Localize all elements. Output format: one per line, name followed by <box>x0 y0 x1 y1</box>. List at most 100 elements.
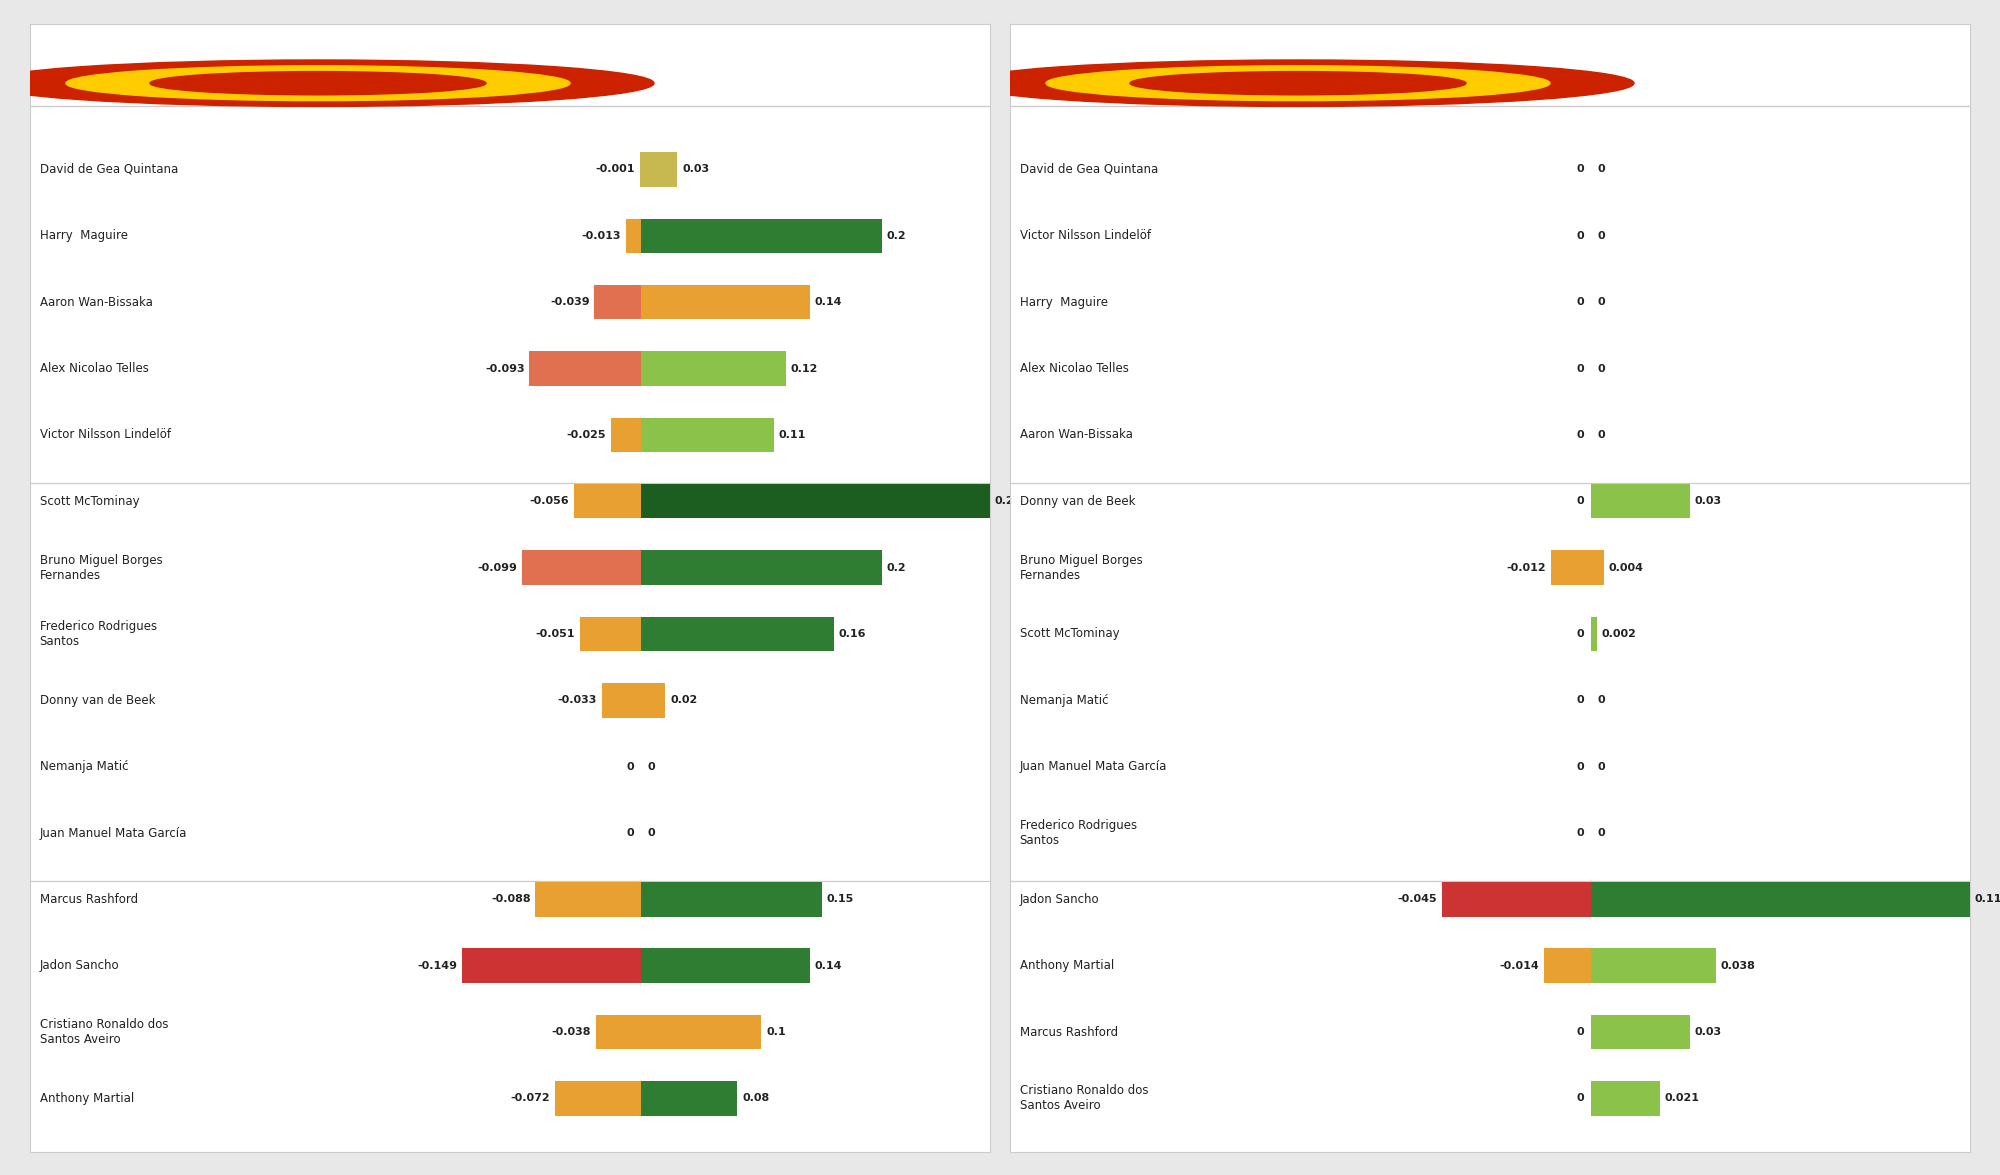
Bar <box>612 417 642 452</box>
Text: Juan Manuel Mata García: Juan Manuel Mata García <box>40 826 186 839</box>
Bar <box>1590 550 1604 585</box>
Text: Nemanja Matić: Nemanja Matić <box>1020 693 1108 707</box>
Text: -0.038: -0.038 <box>552 1027 590 1038</box>
Text: Alex Nicolao Telles: Alex Nicolao Telles <box>40 362 148 375</box>
Text: 0.14: 0.14 <box>814 961 842 971</box>
Text: 0.03: 0.03 <box>682 165 710 174</box>
Text: Jadon Sancho: Jadon Sancho <box>1020 893 1100 906</box>
Text: Bruno Miguel Borges
Fernandes: Bruno Miguel Borges Fernandes <box>1020 553 1142 582</box>
Bar <box>522 550 642 585</box>
Text: 0: 0 <box>1576 297 1584 307</box>
Text: Scott McTominay: Scott McTominay <box>1020 627 1120 640</box>
Bar <box>626 219 642 253</box>
Bar <box>1590 617 1598 651</box>
Text: -0.033: -0.033 <box>558 696 596 705</box>
Text: 0.2: 0.2 <box>886 230 906 241</box>
Text: 0.02: 0.02 <box>670 696 698 705</box>
Text: 0: 0 <box>626 828 634 838</box>
Text: 0.115: 0.115 <box>1974 894 2000 905</box>
Bar <box>642 550 882 585</box>
Bar <box>1590 948 1716 983</box>
Text: 0: 0 <box>1576 363 1584 374</box>
Text: Donny van de Beek: Donny van de Beek <box>40 693 156 707</box>
Bar <box>1442 882 1590 916</box>
Text: 0: 0 <box>1598 230 1604 241</box>
Text: 0: 0 <box>626 761 634 772</box>
Text: Cristiano Ronaldo dos
Santos Aveiro: Cristiano Ronaldo dos Santos Aveiro <box>40 1018 168 1046</box>
Text: Scott McTominay: Scott McTominay <box>40 495 140 508</box>
Bar <box>642 351 786 385</box>
Text: xT from Dribbles: xT from Dribbles <box>1030 74 1192 93</box>
Text: 0.038: 0.038 <box>1720 961 1756 971</box>
Text: Jadon Sancho: Jadon Sancho <box>40 959 120 972</box>
Text: David de Gea Quintana: David de Gea Quintana <box>40 163 178 176</box>
Bar <box>642 153 678 187</box>
Bar <box>580 617 642 651</box>
Bar <box>642 948 810 983</box>
Text: 0.03: 0.03 <box>1694 1027 1722 1038</box>
Text: Victor Nilsson Lindelöf: Victor Nilsson Lindelöf <box>1020 229 1150 242</box>
Text: Victor Nilsson Lindelöf: Victor Nilsson Lindelöf <box>40 429 170 442</box>
Text: 0: 0 <box>1598 430 1604 439</box>
Text: Harry  Maguire: Harry Maguire <box>1020 296 1108 309</box>
Bar <box>642 683 666 718</box>
Bar <box>1590 882 1970 916</box>
Text: -0.013: -0.013 <box>582 230 620 241</box>
Bar <box>536 882 642 916</box>
Text: 0: 0 <box>1598 761 1604 772</box>
Text: 0: 0 <box>1598 696 1604 705</box>
Bar <box>554 1081 642 1116</box>
Text: 0: 0 <box>648 828 656 838</box>
Bar <box>602 683 642 718</box>
Bar <box>642 284 810 320</box>
Bar <box>642 417 774 452</box>
Circle shape <box>1046 66 1550 101</box>
Text: 0.1: 0.1 <box>766 1027 786 1038</box>
Text: -0.045: -0.045 <box>1398 894 1438 905</box>
Text: -0.072: -0.072 <box>510 1094 550 1103</box>
Text: -0.039: -0.039 <box>550 297 590 307</box>
Text: -0.088: -0.088 <box>490 894 530 905</box>
Text: -0.001: -0.001 <box>596 165 636 174</box>
Text: 0.2: 0.2 <box>886 563 906 572</box>
Text: Frederico Rodrigues
Santos: Frederico Rodrigues Santos <box>40 620 156 647</box>
Text: David de Gea Quintana: David de Gea Quintana <box>1020 163 1158 176</box>
Text: 0.14: 0.14 <box>814 297 842 307</box>
Text: -0.051: -0.051 <box>536 629 576 639</box>
Text: -0.012: -0.012 <box>1506 563 1546 572</box>
Text: -0.014: -0.014 <box>1500 961 1540 971</box>
Text: 0: 0 <box>1576 496 1584 506</box>
Circle shape <box>66 66 570 101</box>
Text: 0: 0 <box>1576 828 1584 838</box>
Bar <box>642 882 822 916</box>
Circle shape <box>0 60 654 107</box>
Text: -0.149: -0.149 <box>418 961 458 971</box>
Text: 0.12: 0.12 <box>790 363 818 374</box>
Text: 0.002: 0.002 <box>1602 629 1636 639</box>
Text: 0.004: 0.004 <box>1608 563 1644 572</box>
Text: Marcus Rashford: Marcus Rashford <box>40 893 138 906</box>
Text: 0: 0 <box>1576 1094 1584 1103</box>
Text: -0.056: -0.056 <box>530 496 570 506</box>
Bar <box>1590 1081 1660 1116</box>
Text: Aaron Wan-Bissaka: Aaron Wan-Bissaka <box>40 296 152 309</box>
Text: Donny van de Beek: Donny van de Beek <box>1020 495 1136 508</box>
Text: 0: 0 <box>1576 230 1584 241</box>
Bar <box>642 617 834 651</box>
Text: Anthony Martial: Anthony Martial <box>40 1092 134 1104</box>
Text: 0: 0 <box>648 761 656 772</box>
Text: Anthony Martial: Anthony Martial <box>1020 959 1114 972</box>
Text: 0: 0 <box>1598 828 1604 838</box>
Text: Cristiano Ronaldo dos
Santos Aveiro: Cristiano Ronaldo dos Santos Aveiro <box>1020 1085 1148 1113</box>
Bar <box>642 219 882 253</box>
Text: 0.15: 0.15 <box>826 894 854 905</box>
Circle shape <box>1130 72 1466 95</box>
Text: 0: 0 <box>1598 165 1604 174</box>
Text: Juan Manuel Mata García: Juan Manuel Mata García <box>1020 760 1166 773</box>
Text: 0: 0 <box>1598 363 1604 374</box>
Text: -0.093: -0.093 <box>484 363 524 374</box>
Bar <box>462 948 642 983</box>
Text: 0.021: 0.021 <box>1664 1094 1700 1103</box>
Text: 0: 0 <box>1576 629 1584 639</box>
Bar <box>642 484 990 518</box>
